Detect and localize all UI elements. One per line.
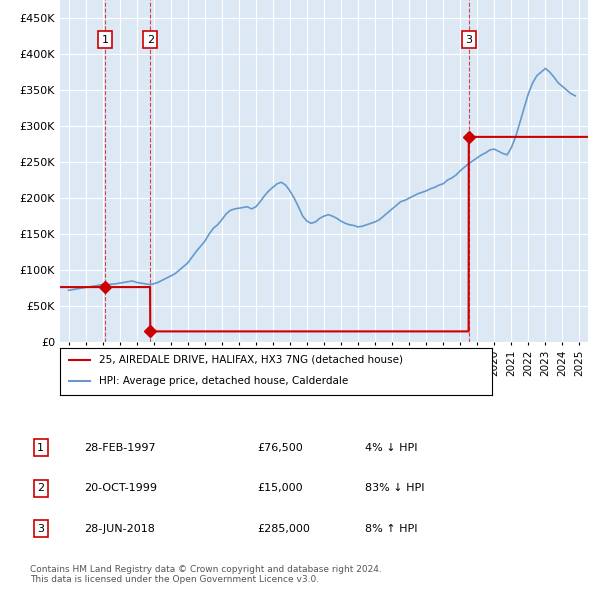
Text: Contains HM Land Registry data © Crown copyright and database right 2024.
This d: Contains HM Land Registry data © Crown c… xyxy=(30,565,382,584)
Text: £15,000: £15,000 xyxy=(257,483,302,493)
Text: 28-JUN-2018: 28-JUN-2018 xyxy=(84,524,155,534)
Text: 20-OCT-1999: 20-OCT-1999 xyxy=(84,483,157,493)
Text: 1: 1 xyxy=(37,442,44,453)
Text: 3: 3 xyxy=(37,524,44,534)
Text: 25, AIREDALE DRIVE, HALIFAX, HX3 7NG (detached house): 25, AIREDALE DRIVE, HALIFAX, HX3 7NG (de… xyxy=(99,355,403,365)
Text: 2: 2 xyxy=(37,483,44,493)
Text: 2: 2 xyxy=(147,35,154,45)
Text: 83% ↓ HPI: 83% ↓ HPI xyxy=(365,483,424,493)
Text: 8% ↑ HPI: 8% ↑ HPI xyxy=(365,524,418,534)
Text: 28-FEB-1997: 28-FEB-1997 xyxy=(84,442,155,453)
Text: 1: 1 xyxy=(101,35,109,45)
Text: £76,500: £76,500 xyxy=(257,442,302,453)
Text: 4% ↓ HPI: 4% ↓ HPI xyxy=(365,442,418,453)
Text: HPI: Average price, detached house, Calderdale: HPI: Average price, detached house, Cald… xyxy=(99,376,348,386)
Text: 3: 3 xyxy=(465,35,472,45)
Text: £285,000: £285,000 xyxy=(257,524,310,534)
